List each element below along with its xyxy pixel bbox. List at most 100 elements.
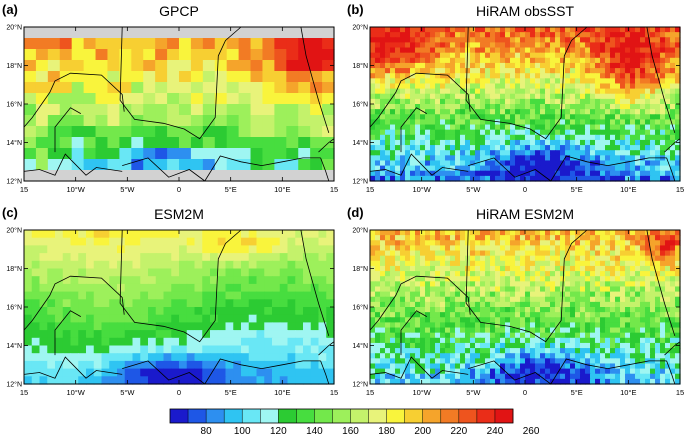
panel-a-cell [190,71,204,83]
panel-d-cell [530,322,536,329]
panel-a-cell [286,159,299,171]
panel-d-cell [370,317,376,323]
panel-d-cell [520,240,526,246]
panel-d-cell [390,353,396,359]
panel-d-cell [380,281,386,288]
panel-b-cell [495,98,501,105]
panel-b-cell [475,52,481,59]
panel-c-cell [248,299,258,308]
panel-b-cell [425,134,431,141]
panel-b-cell [575,114,581,120]
panel-d-cell [370,250,376,257]
panel-d-cell [500,235,506,241]
panel-d-cell [525,255,531,262]
panel-d-cell [450,240,456,246]
panel-d-cell [530,332,536,339]
panel-b-cell [415,47,421,54]
panel-c-cell [272,230,281,239]
panel-d-cell [575,327,581,334]
panel-b-cell [520,145,526,151]
panel-d-cell [470,260,476,267]
panel-c-cell [179,345,188,354]
panel-b-cell [450,42,456,49]
panel-c-cell [47,330,56,339]
panel-d-cell [565,235,571,241]
panel-b-cell [475,42,481,49]
panel-c-cell [256,237,265,246]
panel-a-cell [179,137,192,149]
panel-c-cell [86,368,95,377]
panel-d-cell [660,312,666,318]
panel-c-cell [225,260,234,270]
panel-d-cell [465,271,471,277]
panel-b-cell [630,98,636,105]
panel-b-cell [650,42,656,49]
panel-b-cell [505,98,511,105]
panel-d-cell [565,317,571,323]
panel-d-cell [535,286,541,293]
panel-d-cell [400,342,406,349]
panel-c-cell [109,291,118,300]
panel-b-cell [420,32,426,38]
panel-d-cell [595,255,601,262]
panel-d-cell [480,301,486,308]
panel-d-cell [620,276,626,282]
panel-c-cell [202,237,211,246]
panel-c-cell [117,368,126,377]
panel-b-cell [470,175,476,182]
panel-d-cell [455,342,461,349]
panel-b-cell [385,52,391,59]
panel-b-cell [545,104,551,110]
panel-b-cell [600,150,606,156]
panel-c-cell [264,345,273,354]
panel-b-cell [610,160,616,167]
panel-c-cell [93,330,103,339]
panel-d-cell [605,301,611,308]
panel-b-cell [370,98,376,105]
panel-b-cell [370,129,376,136]
panel-a-cell [131,49,144,61]
panel-c-cell [124,360,134,370]
panel-b-cell [615,57,621,64]
panel-d-cell [640,317,646,323]
panel-d-cell [385,301,391,308]
panel-c-cell [62,345,72,354]
panel-c-cell [163,353,172,362]
panel-b-cell [515,134,521,141]
panel-d-cell [645,296,651,303]
panel-b-cell [635,124,641,131]
panel-b-cell [380,52,386,59]
panel-c-cell [163,345,172,354]
panel-d-cell [620,327,626,334]
panel-d-cell [520,348,526,354]
panel-b-cell [580,47,586,54]
panel-d-cell [435,291,441,298]
panel-d-cell [445,332,451,339]
panel-d-cell [400,353,406,359]
panel-c-cell [86,314,95,323]
panel-b-cell [530,109,536,115]
panel-d-cell [645,317,651,323]
panel-d-cell [670,348,676,354]
panel-a-cell [274,159,287,171]
panel-b-cell [635,37,641,43]
panel-b-cell [595,57,601,64]
panel-d-cell [540,281,546,288]
panel-d-cell [550,312,556,318]
panel-d-cell [440,245,446,252]
panel-a-border-line [320,157,330,182]
panel-d-cell [660,260,666,267]
panel-d-cell [575,250,581,257]
panel-d-cell [645,240,651,246]
panel-b-cell [475,155,481,162]
panel-b-cell [575,27,581,33]
panel-a-cell [83,60,97,72]
panel-b-cell [535,27,541,33]
panel-b-cell [565,145,571,151]
panel-c-cell [179,314,188,323]
panel-a-cell [95,104,109,116]
panel-c-cell [303,345,312,354]
panel-d-cell [575,255,581,262]
panel-d-cell [635,307,641,313]
panel-b-cell [505,109,511,115]
